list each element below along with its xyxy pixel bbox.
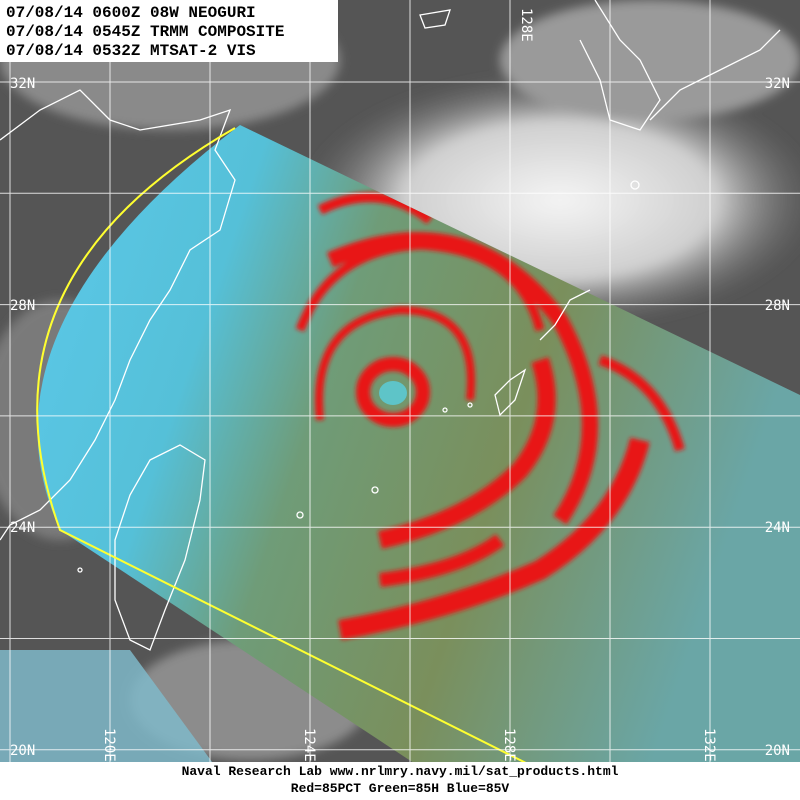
lat-label: 32N — [10, 76, 35, 92]
lat-label: 20N — [765, 743, 790, 759]
footer-line: Red=85PCT Green=85H Blue=85V — [291, 781, 510, 796]
footer-line: Naval Research Lab www.nrlmry.navy.mil/s… — [182, 764, 619, 779]
swath-boundary — [36, 127, 601, 800]
lat-label: 28N — [10, 298, 35, 314]
lon-label: 120E — [101, 728, 117, 762]
header-line: 07/08/14 0545Z TRMM COMPOSITE — [6, 23, 284, 41]
lon-label: 132E — [701, 728, 717, 762]
eye — [379, 381, 407, 405]
trmm-swath — [37, 125, 800, 800]
header-line: 07/08/14 0532Z MTSAT-2 VIS — [6, 42, 256, 60]
lat-label: 24N — [765, 520, 790, 536]
header-line: 07/08/14 0600Z 08W NEOGURI — [6, 4, 256, 22]
rain-bands — [295, 192, 685, 640]
lon-label: 128E — [518, 8, 534, 42]
lat-label: 32N — [765, 76, 790, 92]
lon-label: 128E — [501, 728, 517, 762]
lat-label: 20N — [10, 743, 35, 759]
footer-box — [0, 762, 800, 800]
lat-label: 28N — [765, 298, 790, 314]
header-box — [0, 0, 338, 62]
lat-label: 24N — [10, 520, 35, 536]
lon-label: 124E — [301, 728, 317, 762]
coastlines — [0, 0, 781, 651]
